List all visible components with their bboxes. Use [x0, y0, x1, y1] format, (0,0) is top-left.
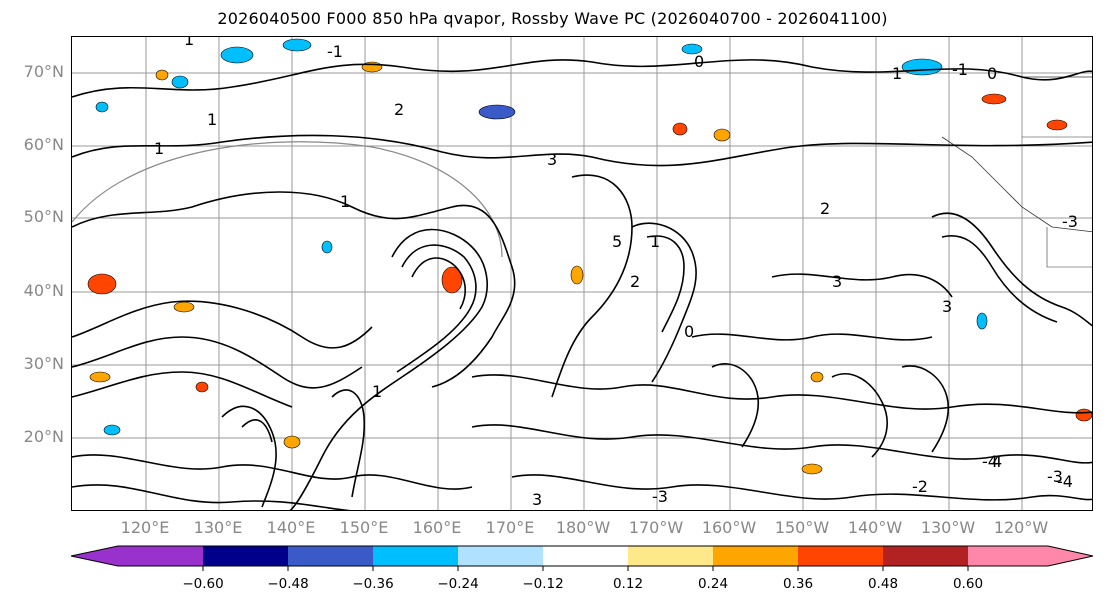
colorbar-tick-label: 0.12 — [612, 576, 644, 592]
contour-label: 1 — [892, 64, 902, 83]
contour-label: 0 — [684, 322, 694, 341]
lon-label-180w: 180°W — [555, 518, 611, 537]
contour-label: 2 — [630, 272, 640, 291]
lon-label-160e: 160°E — [412, 518, 462, 537]
lat-label-40n: 40°N — [23, 281, 64, 300]
contour-label: -1 — [952, 60, 968, 79]
contour-label: 0 — [987, 64, 997, 83]
lat-label-20n: 20°N — [23, 427, 64, 446]
colorbar-outline — [70, 545, 1094, 567]
lon-label-120e: 120°E — [120, 518, 170, 537]
colorbar-tick-label: −0.12 — [522, 576, 564, 592]
colorbar-tick-label: 0.36 — [782, 576, 814, 592]
contour-label: 1 — [207, 110, 217, 129]
contour-lines — [72, 59, 1092, 510]
colorbar-tick-label: 0.60 — [952, 576, 984, 592]
lon-label-150e: 150°E — [339, 518, 389, 537]
colorbar-tick-label: 0.48 — [867, 576, 899, 592]
reference-arc — [72, 141, 503, 258]
contour-label: 1 — [184, 37, 194, 49]
contour-label: 3 — [547, 150, 557, 169]
contour-label: -1 — [327, 42, 343, 61]
colorbar-tick-label: −0.60 — [182, 576, 224, 592]
lon-label-170e: 170°E — [485, 518, 535, 537]
lon-label-130e: 130°E — [193, 518, 243, 537]
colorbar-segments — [71, 546, 1093, 566]
colorbar-tick-label: 0.24 — [697, 576, 729, 592]
lat-label-50n: 50°N — [23, 207, 64, 226]
lon-label-170w: 170°W — [628, 518, 684, 537]
contour-label: -3 — [1062, 212, 1078, 231]
lat-label-70n: 70°N — [23, 62, 64, 81]
colorbar-ticks — [202, 566, 969, 571]
contour-label: 1 — [372, 382, 382, 401]
contour-label: 3 — [532, 490, 542, 509]
map-plot-area: 1 0 -1 1 0 1 2 1 -1 1 3 2 1 2 3 0 5 -4 -… — [71, 36, 1093, 511]
contour-label: 1 — [340, 192, 350, 211]
contour-label: 2 — [820, 199, 830, 218]
contour-label: -4 — [982, 452, 998, 471]
colorbar-tick-label: −0.36 — [352, 576, 394, 592]
contour-label: -4 — [1057, 472, 1073, 491]
lat-label-60n: 60°N — [23, 135, 64, 154]
contour-label: -3 — [1047, 467, 1063, 486]
lon-label-140e: 140°E — [266, 518, 316, 537]
contour-label: 2 — [394, 100, 404, 119]
contour-labels: 1 0 -1 1 0 1 2 1 -1 1 3 2 1 2 3 0 5 -4 -… — [154, 37, 1078, 509]
contour-label: -2 — [912, 477, 928, 496]
chart-title: 2026040500 F000 850 hPa qvapor, Rossby W… — [217, 9, 888, 28]
lat-label-30n: 30°N — [23, 354, 64, 373]
contour-label: 3 — [942, 297, 952, 316]
lon-label-150w: 150°W — [774, 518, 830, 537]
contour-label: 3 — [832, 272, 842, 291]
contour-label: -3 — [652, 487, 668, 506]
colorbar-tick-label: −0.24 — [437, 576, 479, 592]
lon-label-160w: 160°W — [701, 518, 757, 537]
contour-label: 4 — [992, 452, 1002, 471]
lon-label-120w: 120°W — [993, 518, 1049, 537]
contour-label: 0 — [694, 52, 704, 71]
anomaly-fills — [87, 38, 1092, 475]
lon-label-140w: 140°W — [847, 518, 903, 537]
colorbar-tick-label: −0.48 — [267, 576, 309, 592]
contour-label: 5 — [612, 232, 622, 251]
contour-label: 1 — [154, 139, 164, 158]
map-canvas: 1 0 -1 1 0 1 2 1 -1 1 3 2 1 2 3 0 5 -4 -… — [72, 37, 1092, 510]
contour-label: 1 — [650, 232, 660, 251]
lon-label-130w: 130°W — [920, 518, 976, 537]
coastline-north-america — [941, 136, 1092, 233]
